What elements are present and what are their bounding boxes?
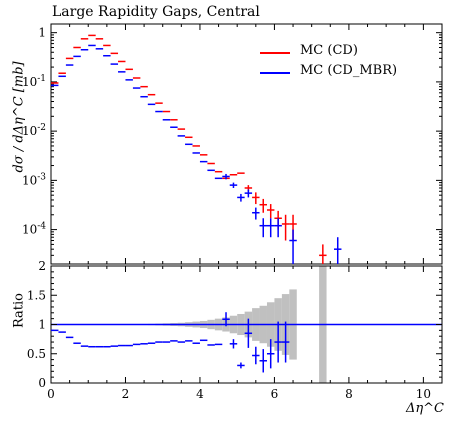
ratio-y-tick-label: 1.5 [27,288,46,302]
legend-swatch-cd-mbr [260,72,290,74]
main-y-tick-label: 10-1 [22,74,46,89]
ratio-y-tick-label: 1 [38,318,46,332]
x-axis-label: Δη^C [405,401,444,416]
ratio-y-tick-label: 0 [38,376,46,390]
x-tick-label: 0 [47,387,55,401]
legend-label-cd: MC (CD) [300,43,358,58]
x-tick-label: 2 [122,387,130,401]
x-tick-label: 4 [196,387,204,401]
x-tick-label: 6 [271,387,279,401]
main-y-tick-label: 10-4 [22,222,46,237]
main-plot-frame [50,23,443,265]
legend-label-cd-mbr: MC (CD_MBR) [300,63,398,78]
legend-swatch-cd [260,52,290,54]
ratio-y-tick-label: 0.5 [27,347,46,361]
main-y-tick-label: 1 [38,26,46,40]
x-tick-label: 10 [416,387,431,401]
main-y-tick-label: 10-2 [22,123,46,138]
chart-title: Large Rapidity Gaps, Central [52,4,260,20]
ratio-y-tick-label: 2 [38,259,46,273]
x-tick-label: 8 [345,387,353,401]
main-y-tick-label: 10-3 [22,172,46,187]
